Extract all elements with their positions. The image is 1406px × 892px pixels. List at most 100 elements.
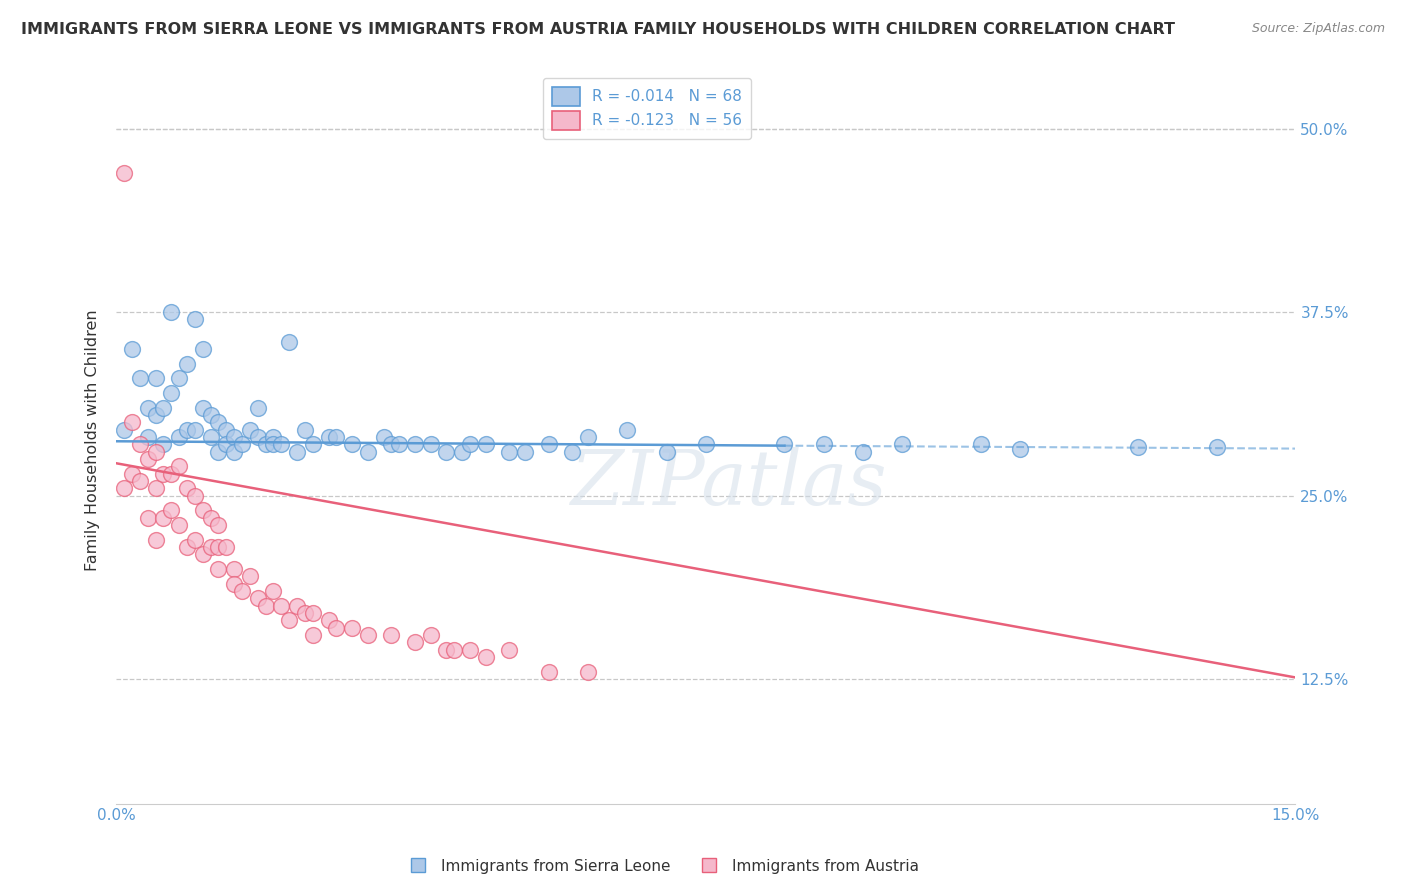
Point: [285, 444, 308, 458]
Point: [436, 642, 458, 657]
Point: [373, 430, 395, 444]
Point: [167, 517, 190, 532]
Point: [145, 371, 167, 385]
Point: [380, 628, 402, 642]
Point: [970, 437, 993, 451]
Point: [167, 430, 190, 444]
Point: [136, 510, 159, 524]
Point: [136, 401, 159, 415]
Point: [419, 628, 441, 642]
Legend: R = -0.014   N = 68, R = -0.123   N = 56: R = -0.014 N = 68, R = -0.123 N = 56: [543, 78, 751, 139]
Point: [231, 583, 253, 598]
Point: [294, 606, 316, 620]
Point: [152, 437, 174, 451]
Point: [160, 385, 183, 400]
Point: [176, 481, 198, 495]
Point: [458, 437, 481, 451]
Point: [160, 503, 183, 517]
Point: [1205, 440, 1227, 454]
Point: [224, 562, 246, 576]
Point: [200, 430, 222, 444]
Point: [1128, 440, 1150, 454]
Point: [561, 444, 583, 458]
Point: [655, 444, 678, 458]
Point: [388, 437, 411, 451]
Point: [200, 408, 222, 422]
Point: [136, 430, 159, 444]
Point: [340, 621, 363, 635]
Point: [357, 444, 380, 458]
Point: [318, 613, 340, 627]
Point: [357, 628, 380, 642]
Point: [278, 613, 301, 627]
Point: [112, 423, 135, 437]
Point: [263, 437, 285, 451]
Point: [1010, 442, 1032, 456]
Point: [152, 467, 174, 481]
Point: [419, 437, 441, 451]
Point: [695, 437, 717, 451]
Point: [224, 430, 246, 444]
Point: [121, 467, 143, 481]
Point: [176, 357, 198, 371]
Point: [128, 474, 150, 488]
Point: [121, 342, 143, 356]
Point: [537, 665, 560, 679]
Point: [576, 430, 599, 444]
Point: [513, 444, 536, 458]
Point: [152, 510, 174, 524]
Point: [145, 408, 167, 422]
Point: [121, 415, 143, 429]
Point: [207, 517, 229, 532]
Point: [263, 430, 285, 444]
Point: [891, 437, 914, 451]
Point: [136, 451, 159, 466]
Y-axis label: Family Households with Children: Family Households with Children: [86, 310, 100, 572]
Point: [215, 540, 238, 554]
Point: [852, 444, 875, 458]
Point: [239, 569, 262, 583]
Point: [773, 437, 796, 451]
Text: IMMIGRANTS FROM SIERRA LEONE VS IMMIGRANTS FROM AUSTRIA FAMILY HOUSEHOLDS WITH C: IMMIGRANTS FROM SIERRA LEONE VS IMMIGRAN…: [21, 22, 1175, 37]
Point: [215, 437, 238, 451]
Point: [246, 401, 269, 415]
Point: [207, 444, 229, 458]
Point: [451, 444, 474, 458]
Point: [184, 312, 207, 326]
Point: [112, 166, 135, 180]
Point: [278, 334, 301, 349]
Point: [301, 628, 323, 642]
Point: [184, 423, 207, 437]
Point: [436, 444, 458, 458]
Point: [224, 576, 246, 591]
Point: [474, 649, 496, 664]
Point: [325, 621, 347, 635]
Point: [152, 401, 174, 415]
Point: [443, 642, 465, 657]
Point: [128, 371, 150, 385]
Point: [318, 430, 340, 444]
Point: [145, 444, 167, 458]
Point: [325, 430, 347, 444]
Point: [246, 591, 269, 606]
Point: [176, 423, 198, 437]
Point: [207, 540, 229, 554]
Point: [231, 437, 253, 451]
Point: [254, 599, 277, 613]
Point: [191, 547, 214, 561]
Point: [301, 437, 323, 451]
Point: [270, 599, 292, 613]
Point: [224, 444, 246, 458]
Point: [191, 503, 214, 517]
Point: [474, 437, 496, 451]
Point: [294, 423, 316, 437]
Point: [616, 423, 638, 437]
Point: [191, 401, 214, 415]
Point: [167, 459, 190, 474]
Point: [207, 415, 229, 429]
Point: [145, 481, 167, 495]
Point: [537, 437, 560, 451]
Point: [813, 437, 835, 451]
Point: [215, 423, 238, 437]
Point: [184, 489, 207, 503]
